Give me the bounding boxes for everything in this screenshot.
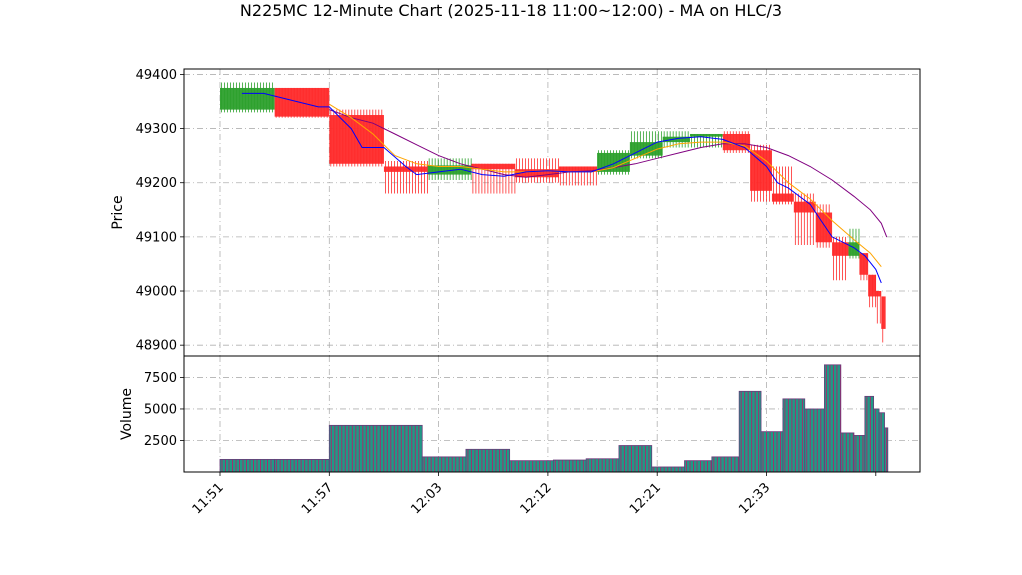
price-tick-label: 49000 <box>136 285 177 300</box>
volume-bar <box>274 459 330 472</box>
candle-body-up <box>427 165 472 175</box>
volume-bar <box>873 408 880 472</box>
volume-bar <box>509 460 554 472</box>
panel-frames <box>183 68 921 473</box>
volume-panel-frame <box>183 355 921 473</box>
ma-fast-line <box>241 92 882 284</box>
volume-tick-label: 7500 <box>144 371 177 386</box>
ma-slow-line <box>329 109 888 238</box>
volume-bar <box>220 459 275 472</box>
moving-average-lines <box>241 92 888 284</box>
candle-body-down <box>881 296 886 329</box>
candle-body-down <box>274 87 330 117</box>
x-tick-label: 11:57 <box>299 480 336 517</box>
volume-tick-label: 2500 <box>144 434 177 449</box>
candle-body-down <box>815 212 833 243</box>
volume-bar <box>711 456 740 472</box>
candles <box>220 82 886 343</box>
ma-mid-line <box>329 103 882 268</box>
volume-bar <box>329 425 423 472</box>
volume-bar <box>465 449 510 472</box>
x-tick-label: 12:03 <box>408 480 445 517</box>
x-tick-label: 11:51 <box>190 480 227 517</box>
price-tick-label: 49200 <box>136 176 177 191</box>
volume-bar <box>879 412 885 472</box>
volume-bar <box>422 456 466 472</box>
candle-body-down <box>875 291 882 297</box>
volume-bar <box>761 431 783 472</box>
volume-bar <box>840 432 854 472</box>
price-tick-label: 49100 <box>136 230 177 245</box>
candle-body-down <box>383 166 428 172</box>
volume-tick-label: 5000 <box>144 402 177 417</box>
price-tick-label: 49400 <box>136 68 177 83</box>
candle-body-down <box>868 274 876 297</box>
volume-bar <box>782 398 805 472</box>
candle-body-down <box>771 193 794 202</box>
candle-body-down <box>515 169 559 178</box>
price-tick-label: 48900 <box>136 339 177 354</box>
x-tick-label: 12:12 <box>518 480 555 517</box>
x-tick-label: 12:21 <box>627 480 664 517</box>
candle-body-down <box>329 115 384 164</box>
candle-body-up <box>848 242 860 256</box>
volume-bar <box>739 391 762 472</box>
chart-title: N225MC 12-Minute Chart (2025-11-18 11:00… <box>239 1 783 20</box>
volume-bars <box>219 364 889 473</box>
volume-bar <box>864 396 874 472</box>
candle-body-down <box>471 163 516 170</box>
candle-body-down <box>832 242 849 256</box>
price-tick-label: 49300 <box>136 122 177 137</box>
candle-body-down <box>793 201 816 213</box>
price-grid <box>184 69 920 356</box>
x-tick-label: 12:33 <box>736 480 773 517</box>
volume-bar <box>804 408 825 472</box>
volume-axis-title: Volume <box>119 388 135 440</box>
volume-bar <box>684 460 712 472</box>
price-axis-title: Price <box>110 195 126 229</box>
